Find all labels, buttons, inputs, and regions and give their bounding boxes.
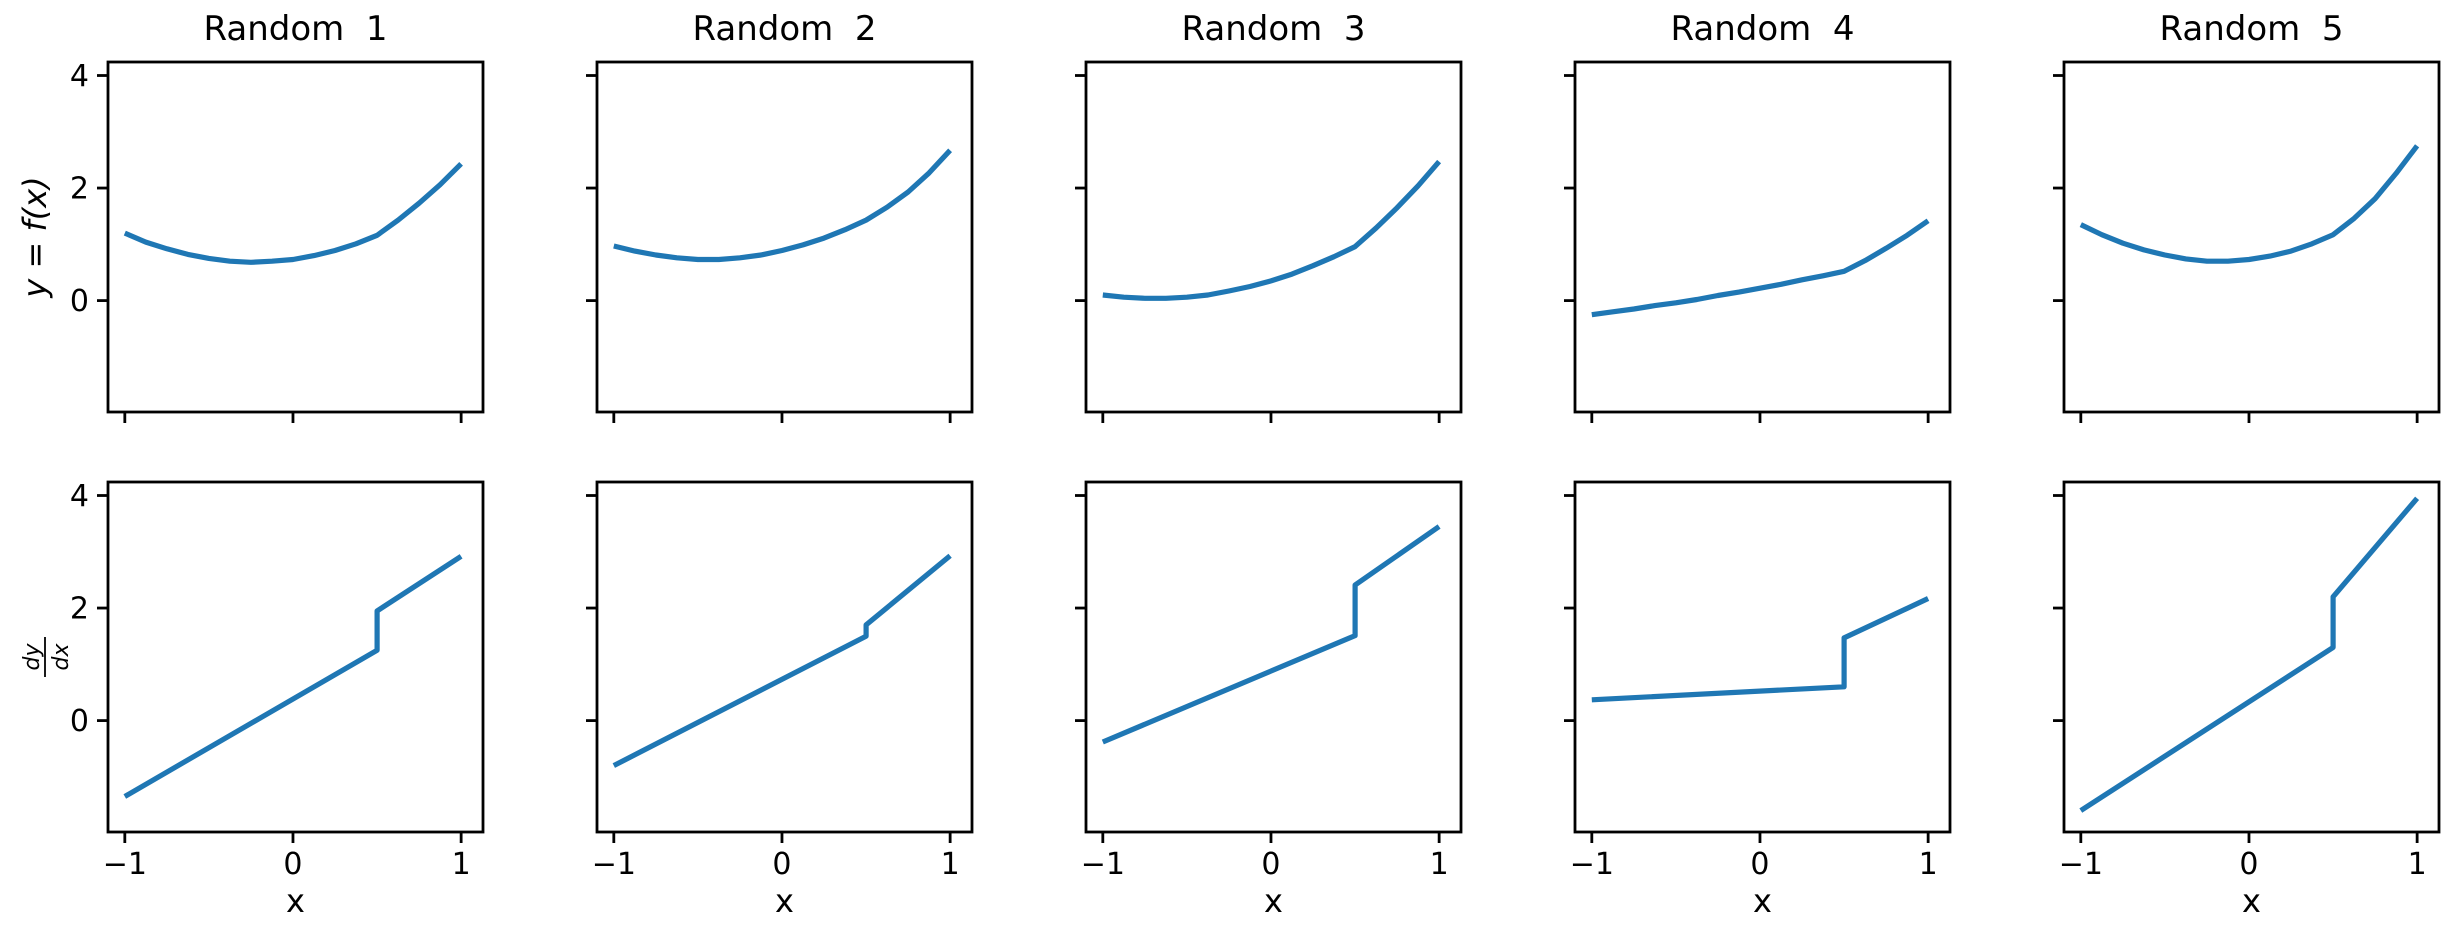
x-tick-label-c2-2: 1 — [1430, 847, 1449, 882]
x-tick-label-c4-1: 0 — [2239, 847, 2258, 882]
x-axis-label-c4: x — [2242, 882, 2261, 920]
x-tick-label-c1-1: 0 — [772, 847, 791, 882]
subplot-title-2: Random 2 — [692, 9, 876, 49]
x-tick-label-c0-1: 0 — [283, 847, 302, 882]
axes-frame-r0-c0 — [106, 60, 485, 414]
subplot-title-3: Random 3 — [1181, 9, 1365, 49]
fraction-denominator: dx — [49, 643, 74, 671]
axes-frame-r0-c1 — [595, 60, 974, 414]
f-curve-2 — [613, 148, 953, 263]
dfdx-curve-3 — [1101, 524, 1441, 745]
fraction-numerator: dy — [20, 643, 45, 671]
x-tick-label-c3-1: 0 — [1750, 847, 1769, 882]
x-tick-label-c2-1: 0 — [1261, 847, 1280, 882]
subplot-title-1: Random 1 — [203, 9, 387, 49]
y-tick-label-r1-1: 2 — [70, 592, 89, 627]
x-axis-label-c2: x — [1264, 882, 1283, 920]
x-tick-label-c0-2: 1 — [452, 847, 471, 882]
y-tick-label-r1-2: 4 — [70, 479, 89, 514]
dfdx-curve-1 — [123, 554, 463, 799]
dfdx-curve-2 — [612, 553, 952, 768]
subplot-title-4: Random 4 — [1670, 9, 1854, 49]
x-axis-label-c1: x — [775, 882, 794, 920]
subplot-title-5: Random 5 — [2159, 9, 2343, 49]
y-axis-label-top-text: y = f(x) — [16, 176, 54, 298]
x-tick-label-c3-0: −1 — [1570, 847, 1614, 882]
axes-frame-r0-c4 — [2062, 60, 2441, 414]
axes-frame-r0-c2 — [1084, 60, 1463, 414]
axes-frame-r1-c0 — [106, 480, 485, 834]
x-tick-label-c3-2: 1 — [1919, 847, 1938, 882]
y-tick-label-r1-0: 0 — [70, 704, 89, 739]
axes-frame-r1-c3 — [1573, 480, 1952, 834]
axes-frame-r1-c1 — [595, 480, 974, 834]
f-curve-1 — [123, 161, 463, 265]
x-tick-label-c0-0: −1 — [103, 847, 147, 882]
axes-frame-r1-c2 — [1084, 480, 1463, 834]
x-tick-label-c1-2: 1 — [941, 847, 960, 882]
dfdx-curve-5 — [2079, 496, 2420, 813]
f-curve-3 — [1102, 159, 1442, 301]
y-tick-label-r0-1: 2 — [70, 172, 89, 207]
f-curve-4 — [1591, 218, 1930, 318]
x-tick-label-c4-0: −1 — [2059, 847, 2103, 882]
y-tick-label-r0-0: 0 — [70, 284, 89, 319]
axes-frame-r1-c4 — [2062, 480, 2441, 834]
dfdx-curve-4 — [1591, 596, 1930, 703]
x-tick-label-c1-0: −1 — [592, 847, 636, 882]
y-tick-label-r0-2: 4 — [70, 59, 89, 94]
y-axis-label-top: y = f(x) — [16, 176, 54, 298]
x-tick-label-c2-0: −1 — [1081, 847, 1125, 882]
f-curve-5 — [2079, 144, 2420, 264]
x-tick-label-c4-2: 1 — [2408, 847, 2427, 882]
axes-frame-r0-c3 — [1573, 60, 1952, 414]
x-axis-label-c0: x — [286, 882, 305, 920]
y-axis-label-bottom: dy dx — [20, 637, 74, 677]
x-axis-label-c3: x — [1753, 882, 1772, 920]
